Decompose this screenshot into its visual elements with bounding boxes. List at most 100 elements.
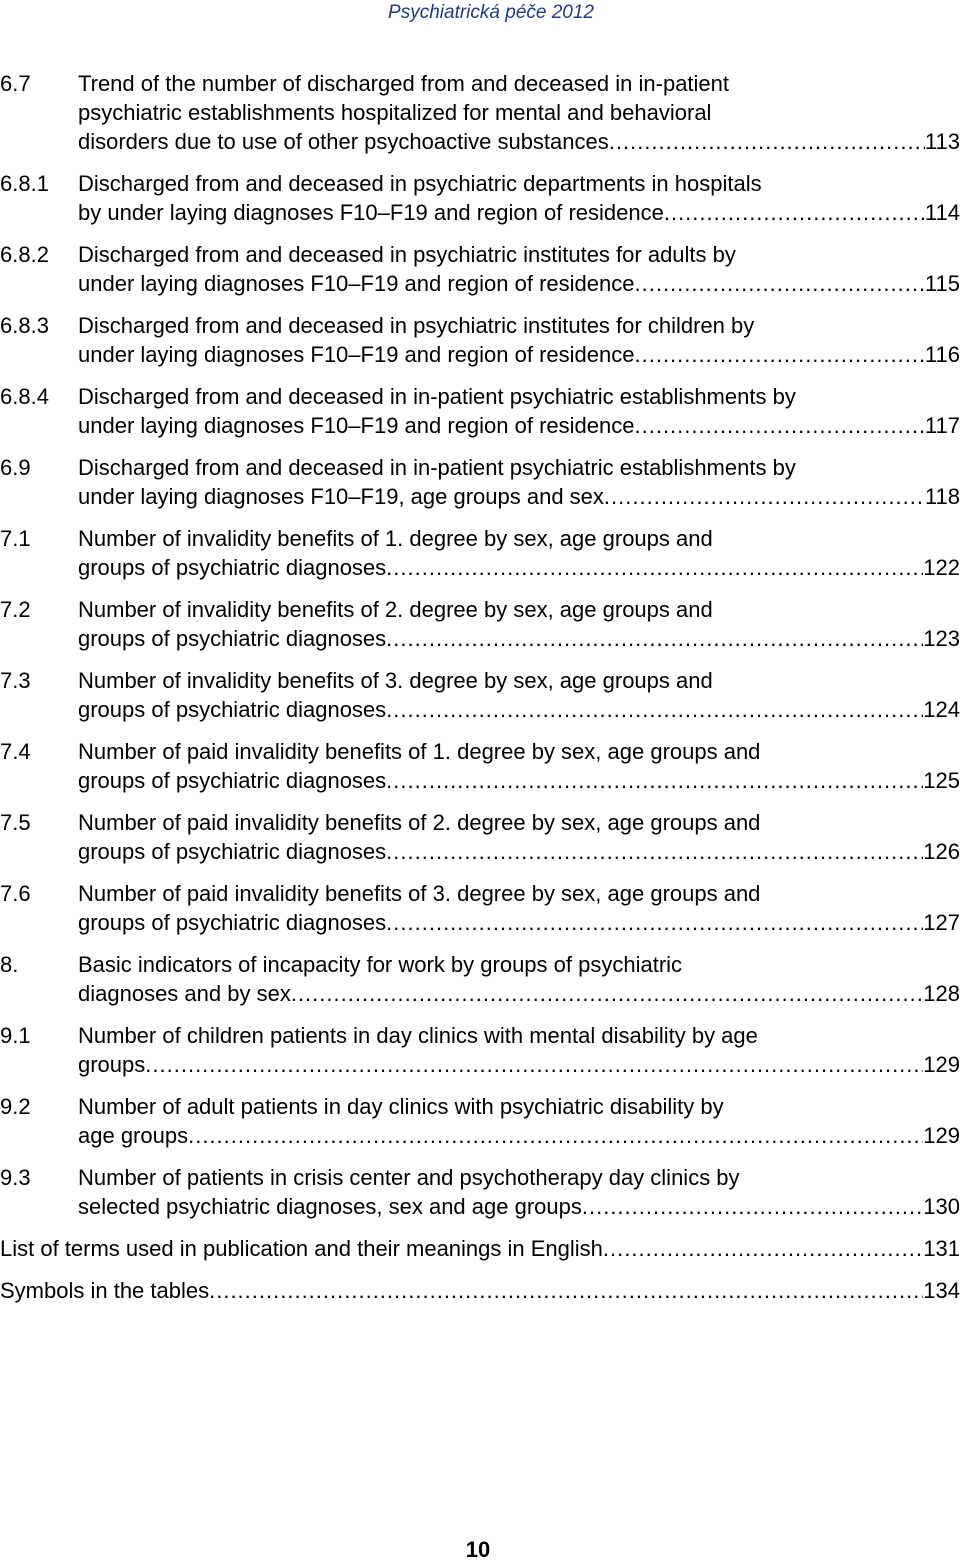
toc-entry-body: Number of patients in crisis center and … <box>78 1163 960 1221</box>
toc-entry-last-line: groups of psychiatric diagnoses 122 <box>78 553 960 582</box>
toc-entry-title-line: List of terms used in publication and th… <box>0 1236 603 1261</box>
toc-entry-page[interactable]: 130 <box>923 1194 960 1219</box>
toc-entry-page[interactable]: 124 <box>923 697 960 722</box>
toc-entry-page[interactable]: 134 <box>923 1278 960 1303</box>
toc-entry-title-line: Trend of the number of discharged from a… <box>78 71 730 96</box>
toc-entry-body: Discharged from and deceased in psychiat… <box>78 240 960 298</box>
toc-entry-number: 9.2 <box>0 1094 31 1119</box>
toc-entry-page[interactable]: 115 <box>924 271 960 296</box>
toc-entry[interactable]: 9.3 Number of patients in crisis center a… <box>0 1163 960 1221</box>
toc-entry-body: Discharged from and deceased in in-patie… <box>78 453 960 511</box>
toc-entry[interactable]: 7.2 Number of invalidity benefits of 2. d… <box>0 595 960 653</box>
toc-entry-page[interactable]: 118 <box>924 484 960 509</box>
toc-entry-body: Number of paid invalidity benefits of 2.… <box>78 808 960 866</box>
toc-entry[interactable]: 7.3 Number of invalidity benefits of 3. d… <box>0 666 960 724</box>
dot-leader <box>291 979 923 1008</box>
toc-entry-title-line: groups of psychiatric diagnoses <box>78 626 387 651</box>
toc-entry-last-line: groups of psychiatric diagnoses 125 <box>78 766 960 795</box>
toc-entry-title-line: groups of psychiatric diagnoses <box>78 839 387 864</box>
toc-entry[interactable]: 7.6 Number of paid invalidity benefits of… <box>0 879 960 937</box>
toc-entry-title-line: disorders due to use of other psychoacti… <box>78 129 609 154</box>
dot-leader <box>635 269 925 298</box>
toc-entry-page[interactable]: 127 <box>923 910 960 935</box>
toc-entry[interactable]: 9.1 Number of children patients in day cl… <box>0 1021 960 1079</box>
toc-entry-page[interactable]: 128 <box>923 981 960 1006</box>
toc-entry[interactable]: List of terms used in publication and th… <box>0 1234 960 1263</box>
toc-entry-last-line: selected psychiatric diagnoses, sex and … <box>78 1192 960 1221</box>
toc-entry-number: 6.8.3 <box>0 313 49 338</box>
toc-entry-page[interactable]: 114 <box>924 200 960 225</box>
toc-entry-body: Trend of the number of discharged from a… <box>78 69 960 156</box>
dot-leader <box>386 908 923 937</box>
toc-entry-page[interactable]: 117 <box>924 413 960 438</box>
toc-entry-number: 6.8.2 <box>0 242 49 267</box>
toc-entry-number: 6.7 <box>0 71 31 96</box>
toc-entry-title-line: Discharged from and deceased in in-patie… <box>78 455 796 480</box>
toc-entry-title-line: groups of psychiatric diagnoses <box>78 697 387 722</box>
toc-entry[interactable]: 6.7 Trend of the number of discharged fro… <box>0 69 960 156</box>
toc-entry-page[interactable]: 113 <box>924 129 960 154</box>
toc-entry-title-line: Symbols in the tables <box>0 1278 210 1303</box>
toc-entry-page[interactable]: 125 <box>923 768 960 793</box>
toc-entry-number: 7.1 <box>0 526 31 551</box>
toc-entry-last-line: age groups 129 <box>78 1121 960 1150</box>
running-header: Psychiatrická péče 2012 <box>0 0 960 26</box>
toc-entry-title-line: Number of invalidity benefits of 3. degr… <box>78 668 713 693</box>
toc-entry-page[interactable]: 116 <box>924 342 960 367</box>
toc-entry-body: List of terms used in publication and th… <box>0 1234 960 1263</box>
publication-title: Psychiatrická péče 2012 <box>388 2 594 23</box>
toc-entry-last-line: under laying diagnoses F10–F19 and regio… <box>78 340 960 369</box>
toc-entry-body: Number of invalidity benefits of 3. degr… <box>78 666 960 724</box>
toc-entry[interactable]: 6.8.2 Discharged from and deceased in psy… <box>0 240 960 298</box>
toc-entry[interactable]: 6.8.1 Discharged from and deceased in psy… <box>0 169 960 227</box>
toc-entry-title-line: under laying diagnoses F10–F19, age grou… <box>78 484 604 509</box>
toc-entry-title-line: under laying diagnoses F10–F19 and regio… <box>78 271 635 296</box>
toc-entry-title-line: by under laying diagnoses F10–F19 and re… <box>78 200 664 225</box>
dot-leader <box>664 198 925 227</box>
toc-entry[interactable]: 7.5 Number of paid invalidity benefits of… <box>0 808 960 866</box>
toc-entry-last-line: groups of psychiatric diagnoses 127 <box>78 908 960 937</box>
toc-entry[interactable]: Symbols in the tables 134 <box>0 1276 960 1305</box>
dot-leader <box>188 1121 923 1150</box>
toc-entry-page[interactable]: 131 <box>923 1236 960 1261</box>
table-of-contents: 6.7 Trend of the number of discharged fro… <box>0 69 960 1318</box>
toc-entry-last-line: groups of psychiatric diagnoses 124 <box>78 695 960 724</box>
toc-entry-number: 7.5 <box>0 810 31 835</box>
toc-entry-body: Symbols in the tables 134 <box>0 1276 960 1305</box>
toc-entry-page[interactable]: 129 <box>923 1052 960 1077</box>
toc-entry-title-line: groups <box>78 1052 146 1077</box>
toc-entry-page[interactable]: 123 <box>923 626 960 651</box>
toc-entry[interactable]: 6.9 Discharged from and deceased in in-pa… <box>0 453 960 511</box>
toc-entry-body: Number of invalidity benefits of 1. degr… <box>78 524 960 582</box>
toc-entry-last-line: by under laying diagnoses F10–F19 and re… <box>78 198 960 227</box>
toc-entry[interactable]: 9.2 Number of adult patients in day clini… <box>0 1092 960 1150</box>
toc-entry-page[interactable]: 122 <box>923 555 960 580</box>
toc-entry-title-line: groups of psychiatric diagnoses <box>78 555 387 580</box>
toc-entry-number: 6.8.1 <box>0 171 49 196</box>
toc-entry-number: 7.4 <box>0 739 31 764</box>
toc-entry[interactable]: 8. Basic indicators of incapacity for wor… <box>0 950 960 1008</box>
toc-entry-number: 8. <box>0 952 19 977</box>
toc-entry-body: Basic indicators of incapacity for work … <box>78 950 960 1008</box>
toc-entry-title-line: psychiatric establishments hospitalized … <box>78 100 712 125</box>
toc-entry-page[interactable]: 129 <box>923 1123 960 1148</box>
toc-entry-title-line: groups of psychiatric diagnoses <box>78 768 387 793</box>
toc-entry-title-line: Number of invalidity benefits of 2. degr… <box>78 597 713 622</box>
toc-entry-title-line: Number of paid invalidity benefits of 1.… <box>78 739 761 764</box>
toc-entry-title-line: Discharged from and deceased in in-patie… <box>78 384 796 409</box>
dot-leader <box>386 766 923 795</box>
toc-entry-body: Number of adult patients in day clinics … <box>78 1092 960 1150</box>
dot-leader <box>209 1276 923 1305</box>
toc-entry-title-line: Number of paid invalidity benefits of 3.… <box>78 881 761 906</box>
toc-entry[interactable]: 7.4 Number of paid invalidity benefits of… <box>0 737 960 795</box>
toc-entry[interactable]: 6.8.4 Discharged from and deceased in in-… <box>0 382 960 440</box>
dot-leader <box>582 1192 923 1221</box>
toc-entry-page[interactable]: 126 <box>923 839 960 864</box>
toc-entry-title-line: under laying diagnoses F10–F19 and regio… <box>78 342 635 367</box>
toc-entry-last-line: diagnoses and by sex 128 <box>78 979 960 1008</box>
dot-leader <box>145 1050 923 1079</box>
toc-entry[interactable]: 7.1 Number of invalidity benefits of 1. d… <box>0 524 960 582</box>
toc-entry[interactable]: 6.8.3 Discharged from and deceased in psy… <box>0 311 960 369</box>
toc-entry-number: 6.8.4 <box>0 384 49 409</box>
toc-entry-number: 9.3 <box>0 1165 31 1190</box>
